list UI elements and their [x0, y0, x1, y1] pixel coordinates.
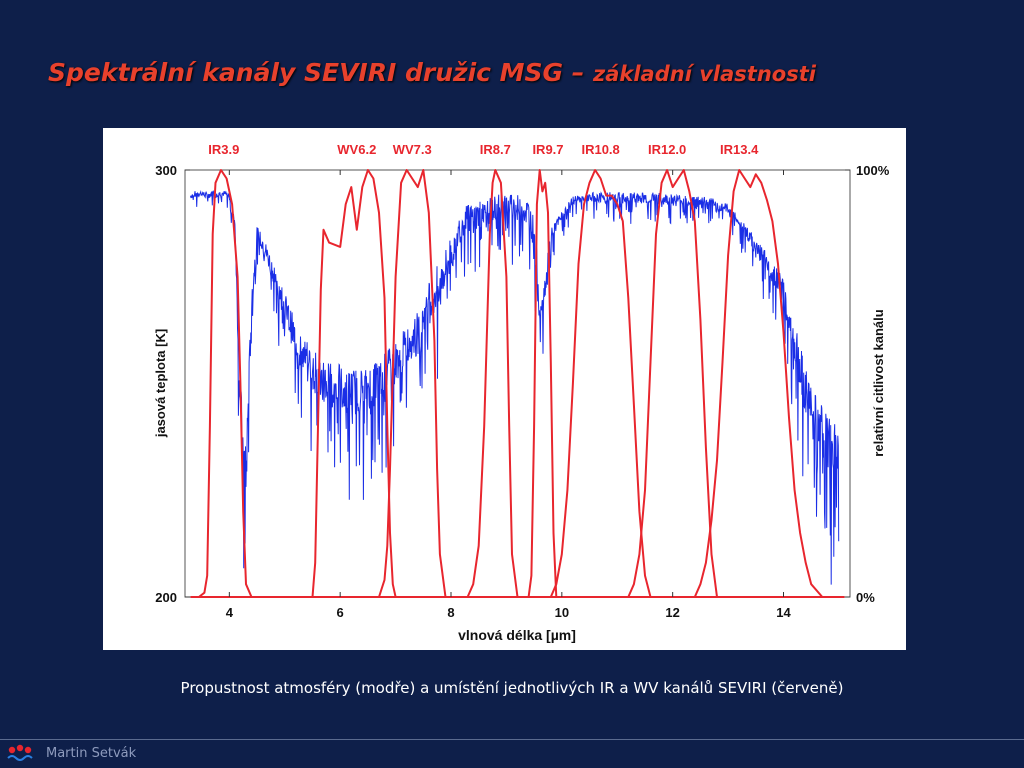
channel-ir10-8-curve [190, 169, 845, 598]
channel-ir3-9-curve [190, 169, 845, 598]
slide-title: Spektrální kanály SEVIRI družic MSG – zá… [48, 58, 816, 87]
x-tick-label: 6 [337, 605, 344, 620]
transmission-layer [190, 189, 840, 585]
x-tick-label: 4 [226, 605, 234, 620]
channel-label: IR8.7 [480, 142, 511, 157]
y-tick-label: 300 [155, 163, 177, 178]
axes-layer: 4 6 8 10 12 14 300 200 100% 0% [155, 163, 889, 620]
y2-axis-title: relativní citlivost kanálu [871, 309, 886, 456]
title-subtitle: základní vlastnosti [593, 62, 816, 86]
title-main: Spektrální kanály SEVIRI družic MSG [48, 58, 564, 87]
x-axis-title: vlnová délka [µm] [458, 627, 576, 643]
transmission-line [190, 189, 840, 585]
channel-ir12-0-curve [190, 169, 845, 598]
x-tick-label: 14 [776, 605, 791, 620]
logo-icon [7, 744, 33, 761]
x-tick-label: 10 [555, 605, 569, 620]
chart-panel: 4 6 8 10 12 14 300 200 100% 0% IR3.9 WV6.2 WV7.3 IR8… [103, 128, 906, 650]
channel-wv7-3-curve [190, 169, 845, 598]
channel-label: WV7.3 [393, 142, 432, 157]
channel-label: IR12.0 [648, 142, 686, 157]
channel-label: WV6.2 [337, 142, 376, 157]
channel-label: IR9.7 [532, 142, 563, 157]
figure-caption: Propustnost atmosféry (modře) a umístění… [180, 679, 844, 697]
y2-tick-label: 100% [856, 163, 890, 178]
spectral-chart: 4 6 8 10 12 14 300 200 100% 0% IR3.9 WV6.2 WV7.3 IR8… [153, 142, 890, 643]
channel-labels: IR3.9 WV6.2 WV7.3 IR8.7 IR9.7 IR10.8 IR12.0 IR1… [208, 142, 759, 157]
y-axis-title: jasová teplota [K] [153, 329, 168, 438]
channel-label: IR3.9 [208, 142, 239, 157]
channel-ir8-7-curve [190, 169, 845, 598]
title-separator: – [563, 58, 593, 87]
channel-label: IR13.4 [720, 142, 759, 157]
x-tick-label: 12 [665, 605, 679, 620]
y-tick-label: 200 [155, 590, 177, 605]
footer-author: Martin Setvák [46, 746, 137, 761]
channel-ir13-4-curve [190, 169, 845, 598]
channel-ir9-7-curve [190, 169, 845, 598]
y2-tick-label: 0% [856, 590, 875, 605]
x-tick-label: 8 [447, 605, 454, 620]
channel-layer [190, 169, 845, 598]
footer-divider [0, 739, 1024, 740]
channel-label: IR10.8 [581, 142, 619, 157]
